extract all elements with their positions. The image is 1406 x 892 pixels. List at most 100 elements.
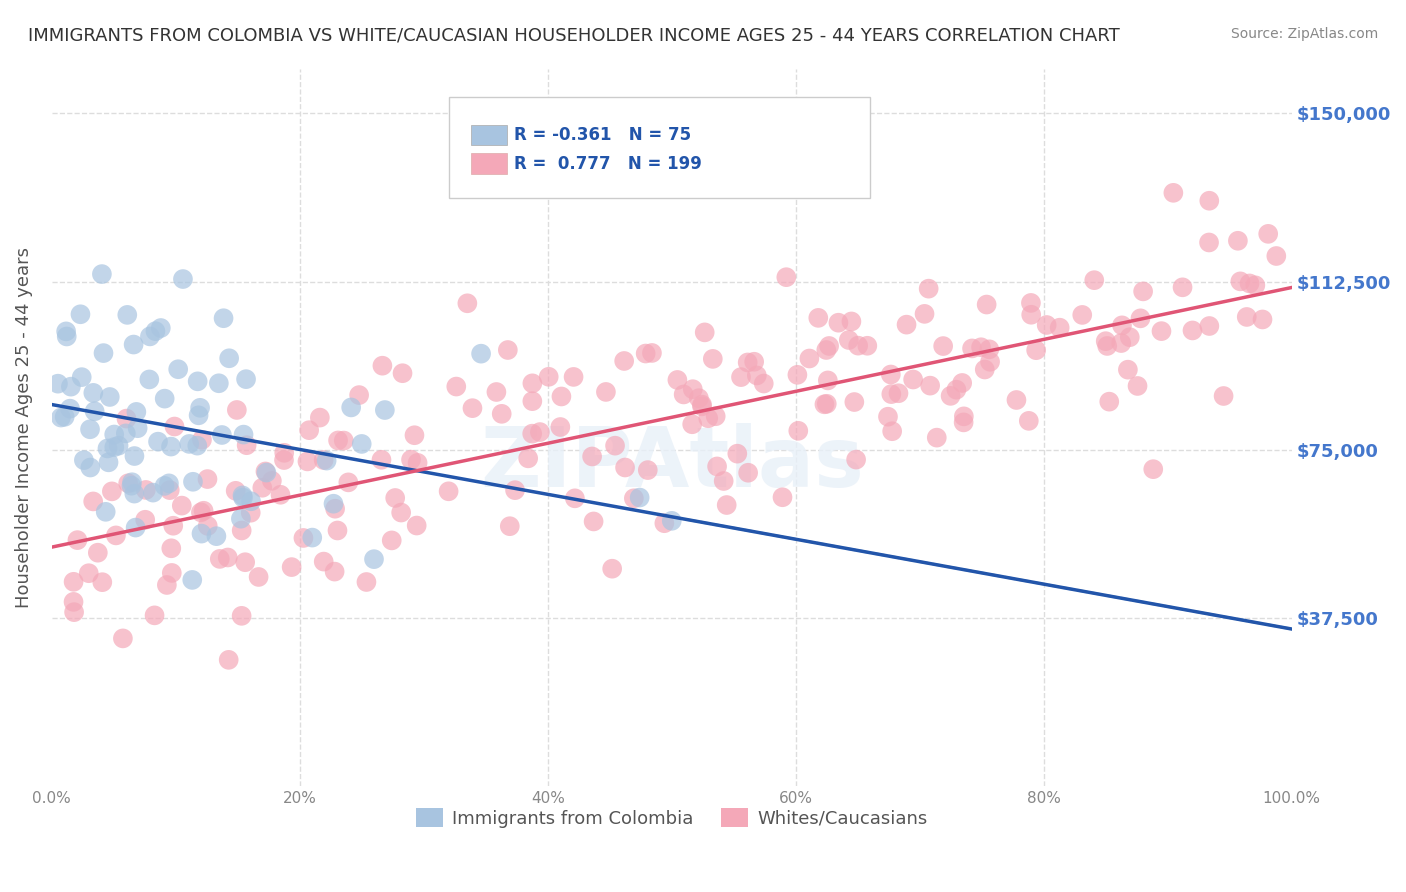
Point <box>231 608 253 623</box>
Point <box>446 379 468 393</box>
Point <box>813 397 835 411</box>
Point <box>1163 186 1185 200</box>
Point <box>815 343 838 357</box>
Point <box>190 505 212 519</box>
Point <box>254 465 277 479</box>
Point <box>901 372 924 386</box>
Point <box>62 595 84 609</box>
Point <box>229 512 252 526</box>
Point <box>97 455 120 469</box>
Point <box>212 311 235 326</box>
Point <box>970 340 993 354</box>
Point <box>887 386 910 401</box>
Point <box>127 421 149 435</box>
Text: IMMIGRANTS FROM COLOMBIA VS WHITE/CAUCASIAN HOUSEHOLDER INCOME AGES 25 - 44 YEAR: IMMIGRANTS FROM COLOMBIA VS WHITE/CAUCAS… <box>28 27 1119 45</box>
Point <box>111 632 134 646</box>
Point <box>156 578 179 592</box>
Point <box>191 433 214 447</box>
Point <box>190 526 212 541</box>
Point <box>218 653 240 667</box>
Point <box>115 411 138 425</box>
Point <box>742 355 765 369</box>
Point <box>522 394 544 409</box>
Point <box>82 385 104 400</box>
Point <box>917 282 939 296</box>
Point <box>62 574 84 589</box>
Point <box>844 395 866 409</box>
Point <box>1095 339 1118 353</box>
Point <box>582 515 605 529</box>
Point <box>218 351 240 366</box>
Point <box>1018 414 1040 428</box>
Point <box>139 329 162 343</box>
Point <box>634 346 657 360</box>
Point <box>1142 462 1164 476</box>
Point <box>371 359 394 373</box>
Point <box>1198 318 1220 333</box>
Point <box>882 424 904 438</box>
Point <box>53 409 76 424</box>
Point <box>55 329 77 343</box>
Point <box>337 475 360 490</box>
Point <box>745 368 768 383</box>
Point <box>187 375 209 389</box>
Point <box>730 370 752 384</box>
Point <box>312 555 335 569</box>
Point <box>145 324 167 338</box>
Point <box>529 425 551 439</box>
Point <box>637 463 659 477</box>
Point <box>522 426 544 441</box>
Point <box>270 488 292 502</box>
Point <box>122 337 145 351</box>
Point <box>1111 318 1133 333</box>
Point <box>1171 280 1194 294</box>
Point <box>623 491 645 506</box>
Point <box>187 409 209 423</box>
Point <box>79 422 101 436</box>
Point <box>1129 311 1152 326</box>
Y-axis label: Householder Income Ages 25 - 44 years: Householder Income Ages 25 - 44 years <box>15 247 32 608</box>
Point <box>197 472 219 486</box>
Point <box>690 398 713 412</box>
Point <box>838 333 860 347</box>
Point <box>704 409 727 424</box>
Point <box>172 272 194 286</box>
Point <box>93 346 115 360</box>
Point <box>159 483 181 497</box>
Point <box>374 403 396 417</box>
Text: Source: ZipAtlas.com: Source: ZipAtlas.com <box>1230 27 1378 41</box>
Point <box>138 372 160 386</box>
Point <box>682 382 704 396</box>
Point <box>1126 379 1149 393</box>
Point <box>491 407 513 421</box>
Point <box>205 529 228 543</box>
Point <box>315 453 337 467</box>
Point <box>877 409 900 424</box>
Point <box>143 608 166 623</box>
Point <box>381 533 404 548</box>
Point <box>1005 392 1028 407</box>
Point <box>614 460 637 475</box>
Point <box>91 575 114 590</box>
Point <box>817 373 839 387</box>
Point <box>787 424 810 438</box>
Point <box>254 466 277 480</box>
Point <box>273 453 295 467</box>
Point <box>163 419 186 434</box>
Point <box>208 552 231 566</box>
Point <box>815 397 838 411</box>
Point <box>82 494 104 508</box>
Point <box>312 453 335 467</box>
Point <box>121 475 143 490</box>
Point <box>59 379 82 393</box>
Point <box>103 440 125 454</box>
Point <box>716 498 738 512</box>
Point <box>406 456 429 470</box>
Point <box>146 434 169 449</box>
Point <box>124 449 146 463</box>
Point <box>404 428 426 442</box>
Point <box>841 314 863 328</box>
Point <box>713 474 735 488</box>
Point <box>98 390 121 404</box>
Point <box>880 387 903 401</box>
